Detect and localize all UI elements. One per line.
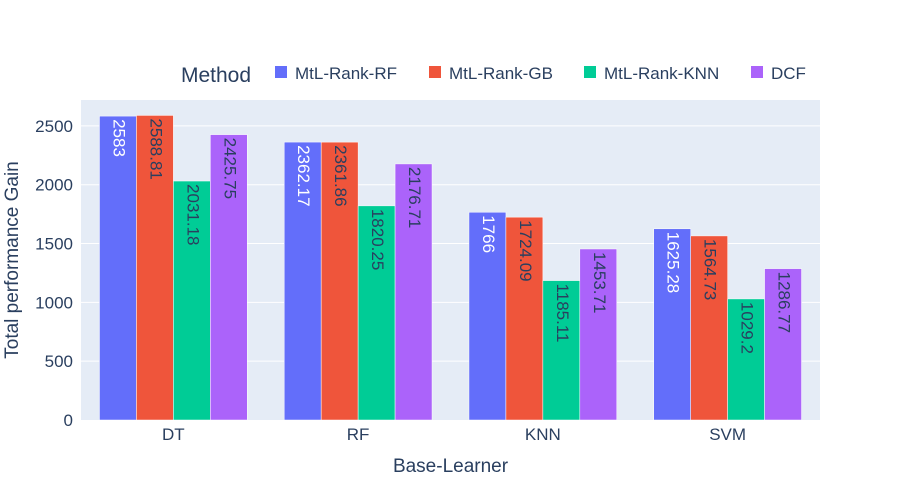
bar xyxy=(542,280,581,421)
y-tick-label: 500 xyxy=(45,352,73,371)
bar-value-label: 1286.77 xyxy=(775,272,794,333)
bar-value-label: 1185.11 xyxy=(553,284,572,343)
bar xyxy=(99,115,137,421)
legend-swatch xyxy=(751,66,763,78)
legend-label: MtL-Rank-GB xyxy=(449,64,553,83)
legend-label: DCF xyxy=(771,64,806,83)
bar xyxy=(690,235,728,421)
bar xyxy=(283,141,322,421)
legend-swatch xyxy=(275,66,287,78)
bar-value-label: 1724.09 xyxy=(516,220,535,281)
bar-value-label: 2031.18 xyxy=(183,184,202,245)
bar-value-label: 2588.81 xyxy=(146,118,165,179)
bar-value-label: 1453.71 xyxy=(590,252,609,313)
bar xyxy=(468,211,507,421)
bar xyxy=(727,298,765,421)
bar xyxy=(210,134,248,421)
x-tick-label: KNN xyxy=(525,425,561,444)
x-axis-title: Base-Learner xyxy=(393,456,509,477)
y-tick-label: 2000 xyxy=(35,176,73,195)
legend-swatch xyxy=(429,66,441,78)
bar xyxy=(394,163,433,421)
bar xyxy=(357,205,396,421)
legend: Method MtL-Rank-RF MtL-Rank-GB MtL-Rank-KN… xyxy=(181,64,806,87)
legend-swatch xyxy=(584,66,596,78)
bar xyxy=(764,268,802,421)
y-axis-title: Total performance Gain xyxy=(2,161,23,359)
bar-value-label: 2425.75 xyxy=(220,138,239,199)
bar-value-label: 1820.25 xyxy=(368,209,387,270)
x-tick-label: SVM xyxy=(709,425,746,444)
y-axis-ticks: 0 500 1000 1500 2000 2500 xyxy=(35,117,73,430)
y-tick-label: 1500 xyxy=(35,235,73,254)
bar-value-label: 1766 xyxy=(479,215,498,253)
bar-value-label: 2176.71 xyxy=(405,167,424,228)
y-tick-label: 0 xyxy=(64,411,73,430)
bar-value-label: 1564.73 xyxy=(701,239,720,300)
bar-value-label: 2583 xyxy=(109,119,128,157)
legend-title: Method xyxy=(181,64,251,87)
legend-label: MtL-Rank-RF xyxy=(295,64,397,83)
bar xyxy=(320,141,359,421)
bars: 2583 2588.81 2031.18 2425.75 2362.17 2361.86 1… xyxy=(99,115,802,421)
legend-label: MtL-Rank-KNN xyxy=(604,64,719,83)
bar-value-label: 2361.86 xyxy=(331,145,350,206)
bar-value-label: 1625.28 xyxy=(664,232,683,293)
y-tick-label: 2500 xyxy=(35,117,73,136)
y-tick-label: 1000 xyxy=(35,293,73,312)
bar xyxy=(579,248,618,421)
bar xyxy=(505,216,544,421)
x-tick-label: RF xyxy=(347,425,370,444)
x-axis-ticks: DT RF KNN SVM xyxy=(162,425,746,444)
bar-value-label: 2362.17 xyxy=(294,145,313,206)
bar-value-label: 1029.2 xyxy=(738,302,757,354)
bar xyxy=(173,180,211,421)
x-tick-label: DT xyxy=(162,425,185,444)
